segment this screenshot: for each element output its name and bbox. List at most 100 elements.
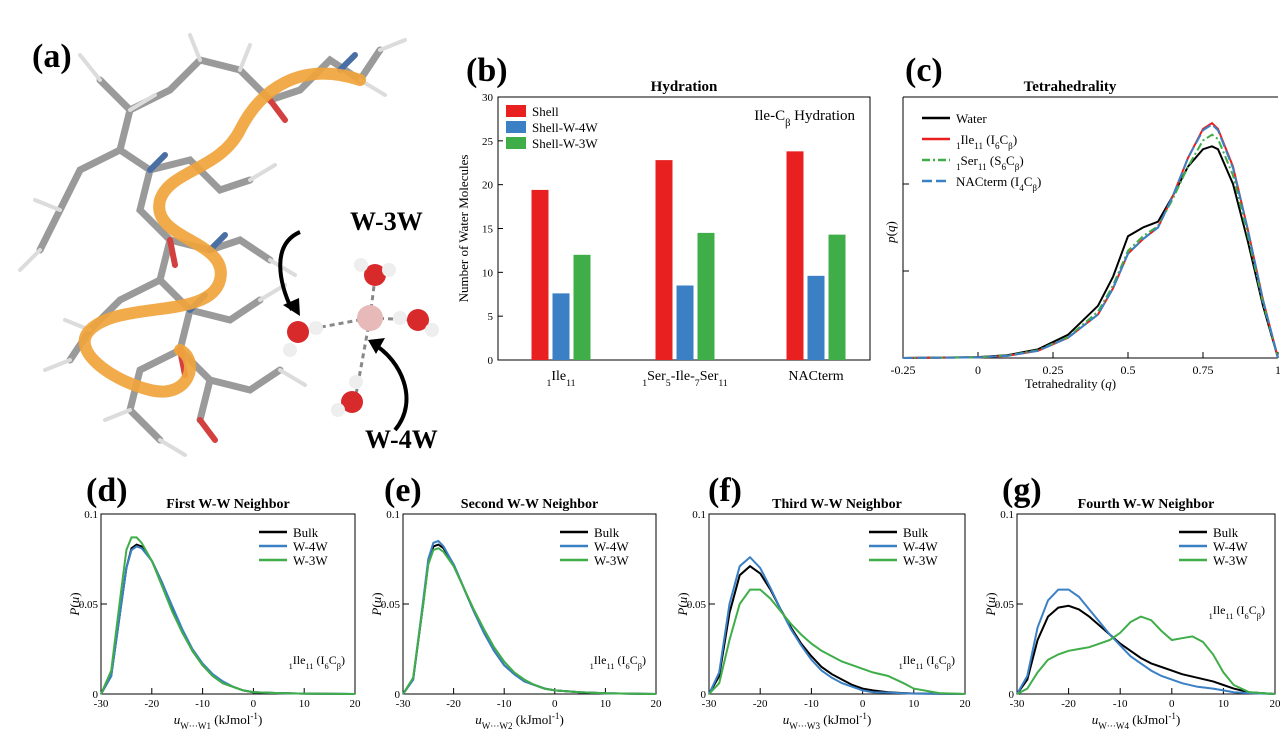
neighbor-ytick-label: 0	[701, 689, 707, 701]
chart-c-xtick-label: -0.25	[891, 363, 916, 377]
panel-g-letter: (g)	[1002, 472, 1042, 509]
arrow-w4w-head	[368, 338, 385, 354]
legend-label: 1Ile11 (I6Cβ)	[956, 132, 1017, 151]
bar	[807, 275, 825, 360]
water-cluster	[283, 258, 439, 417]
series-line	[1016, 588, 1276, 695]
series-line	[902, 123, 1279, 359]
series-line	[708, 555, 966, 695]
chart-b-ytick-label: 30	[482, 92, 494, 104]
series-line	[100, 545, 356, 695]
panel-c-letter: (c)	[905, 52, 943, 89]
legend-label: Shell-W-3W	[532, 136, 598, 151]
legend-label: Water	[956, 111, 987, 126]
neighbor-ylabel: P(u)	[983, 592, 998, 616]
chart-b-xtick-label: NACterm	[788, 369, 843, 384]
legend-swatch	[506, 137, 526, 149]
neighbor-xtick-label: 0	[860, 698, 866, 710]
neighbor-chart-title: Third W-W Neighbor	[772, 497, 902, 512]
neighbor-xlabel: uW···W4 (kJmol-1)	[1092, 711, 1181, 731]
label-w3w: W-3W	[350, 207, 423, 236]
neighbor-xtick-label: -20	[1061, 698, 1076, 710]
neighbor-xtick-label: -30	[396, 698, 411, 710]
bar	[676, 285, 694, 360]
legend-label: W-4W	[594, 539, 629, 554]
legend-label: Bulk	[1213, 525, 1239, 540]
neighbor-xtick-label: -30	[702, 698, 717, 710]
neighbor-xtick-label: 10	[1218, 698, 1230, 710]
neighbor-ytick-label: 0.1	[84, 509, 98, 521]
legend-label: W-3W	[594, 553, 629, 568]
legend-label: W-3W	[903, 553, 938, 568]
neighbor-xlabel: uW···W3 (kJmol-1)	[783, 711, 872, 731]
neighbor-xtick-label: -20	[446, 698, 461, 710]
legend-label: W-3W	[293, 553, 328, 568]
neighbor-chart-group: Third W-W Neighbor -30 -20 -10 0 10 20 0 0.05 0.1…	[675, 497, 971, 731]
neighbor-xtick-label: 20	[651, 698, 663, 710]
legend-label: W-4W	[293, 539, 328, 554]
neighbor-xtick-label: -30	[1010, 698, 1025, 710]
chart-b-ytick-label: 15	[482, 224, 494, 236]
legend-label: Bulk	[293, 525, 319, 540]
chart-b-annotation: Ile-Cβ Hydration	[754, 108, 855, 129]
legend-swatch	[506, 105, 526, 117]
neighbor-xtick-label: 20	[960, 698, 972, 710]
bar	[531, 189, 549, 360]
bar	[697, 232, 715, 360]
panel-a-letter: (a)	[32, 38, 72, 75]
neighbor-xtick-label: -10	[497, 698, 512, 710]
neighbor-ytick-label: 0.05	[687, 599, 707, 611]
chart-c-ylabel: p(q)	[883, 221, 898, 244]
neighbor-ylabel: P(u)	[675, 592, 690, 616]
series-line	[708, 588, 966, 695]
chart-b-ylabel: Number of Water Molecules	[456, 155, 471, 303]
neighbor-xtick-label: -10	[1113, 698, 1128, 710]
arrow-w3w-head	[283, 298, 300, 316]
neighbor-chart-title: Fourth W-W Neighbor	[1078, 497, 1215, 512]
chart-c-xtick-label: 0.25	[1043, 363, 1064, 377]
chart-b-ytick-label: 0	[488, 355, 494, 367]
series-line	[708, 564, 966, 695]
peptide-illustration: W-3W W-4W	[18, 33, 439, 457]
chart-b-ytick-label: 5	[488, 311, 494, 323]
legend-label: W-3W	[1213, 553, 1248, 568]
neighbor-xtick-label: 0	[1169, 698, 1175, 710]
chart-c-xtick-label: 0	[975, 363, 981, 377]
panel-b-letter: (b)	[466, 52, 508, 89]
tetra-chart-group: Tetrahedrality -0.25 0 0.25 0.5 0.75 1 Tetrahed…	[883, 79, 1280, 391]
neighbor-xtick-label: 10	[908, 698, 920, 710]
neighbor-ylabel: P(u)	[369, 592, 384, 616]
neighbor-ylabel: P(u)	[67, 592, 82, 616]
neighbor-ytick-label: 0	[93, 689, 99, 701]
neighbor-ytick-label: 0.05	[381, 599, 401, 611]
neighbor-chart-title: First W-W Neighbor	[166, 497, 289, 512]
panel-f-letter: (f)	[708, 472, 742, 509]
chart-c-title: Tetrahedrality	[1024, 79, 1117, 95]
legend-label: Shell-W-4W	[532, 120, 598, 135]
label-w4w: W-4W	[365, 425, 438, 454]
neighbor-xlabel: uW···W2 (kJmol-1)	[475, 711, 564, 731]
chart-b-xtick-label: 1Ser5-Ile-7Ser11	[642, 369, 728, 389]
arrow-w4w	[373, 343, 409, 432]
legend-label: Bulk	[594, 525, 620, 540]
neighbor-xlabel: uW···W1 (kJmol-1)	[174, 711, 263, 731]
neighbor-annotation: 1Ile11 (I6Cβ)	[899, 653, 955, 671]
chart-b-ytick-label: 10	[482, 267, 494, 279]
neighbor-ytick-label: 0	[395, 689, 401, 701]
series-line	[1016, 604, 1276, 695]
legend-label: W-4W	[1213, 539, 1248, 554]
neighbor-ytick-label: 0.1	[1000, 509, 1014, 521]
neighbor-ytick-label: 0.1	[386, 509, 400, 521]
panel-d-letter: (d)	[86, 472, 128, 509]
neighbor-xtick-label: -20	[144, 698, 159, 710]
neighbor-ytick-label: 0.1	[692, 509, 706, 521]
legend-swatch	[506, 121, 526, 133]
neighbor-xtick-label: 0	[251, 698, 257, 710]
legend-label: 1Ser11 (S6Cβ)	[956, 153, 1024, 172]
neighbor-ytick-label: 0.05	[79, 599, 99, 611]
chart-c-xtick-label: 0.5	[1121, 363, 1136, 377]
bar	[552, 293, 570, 360]
series-line	[100, 536, 356, 695]
arrow-w3w	[278, 230, 301, 311]
